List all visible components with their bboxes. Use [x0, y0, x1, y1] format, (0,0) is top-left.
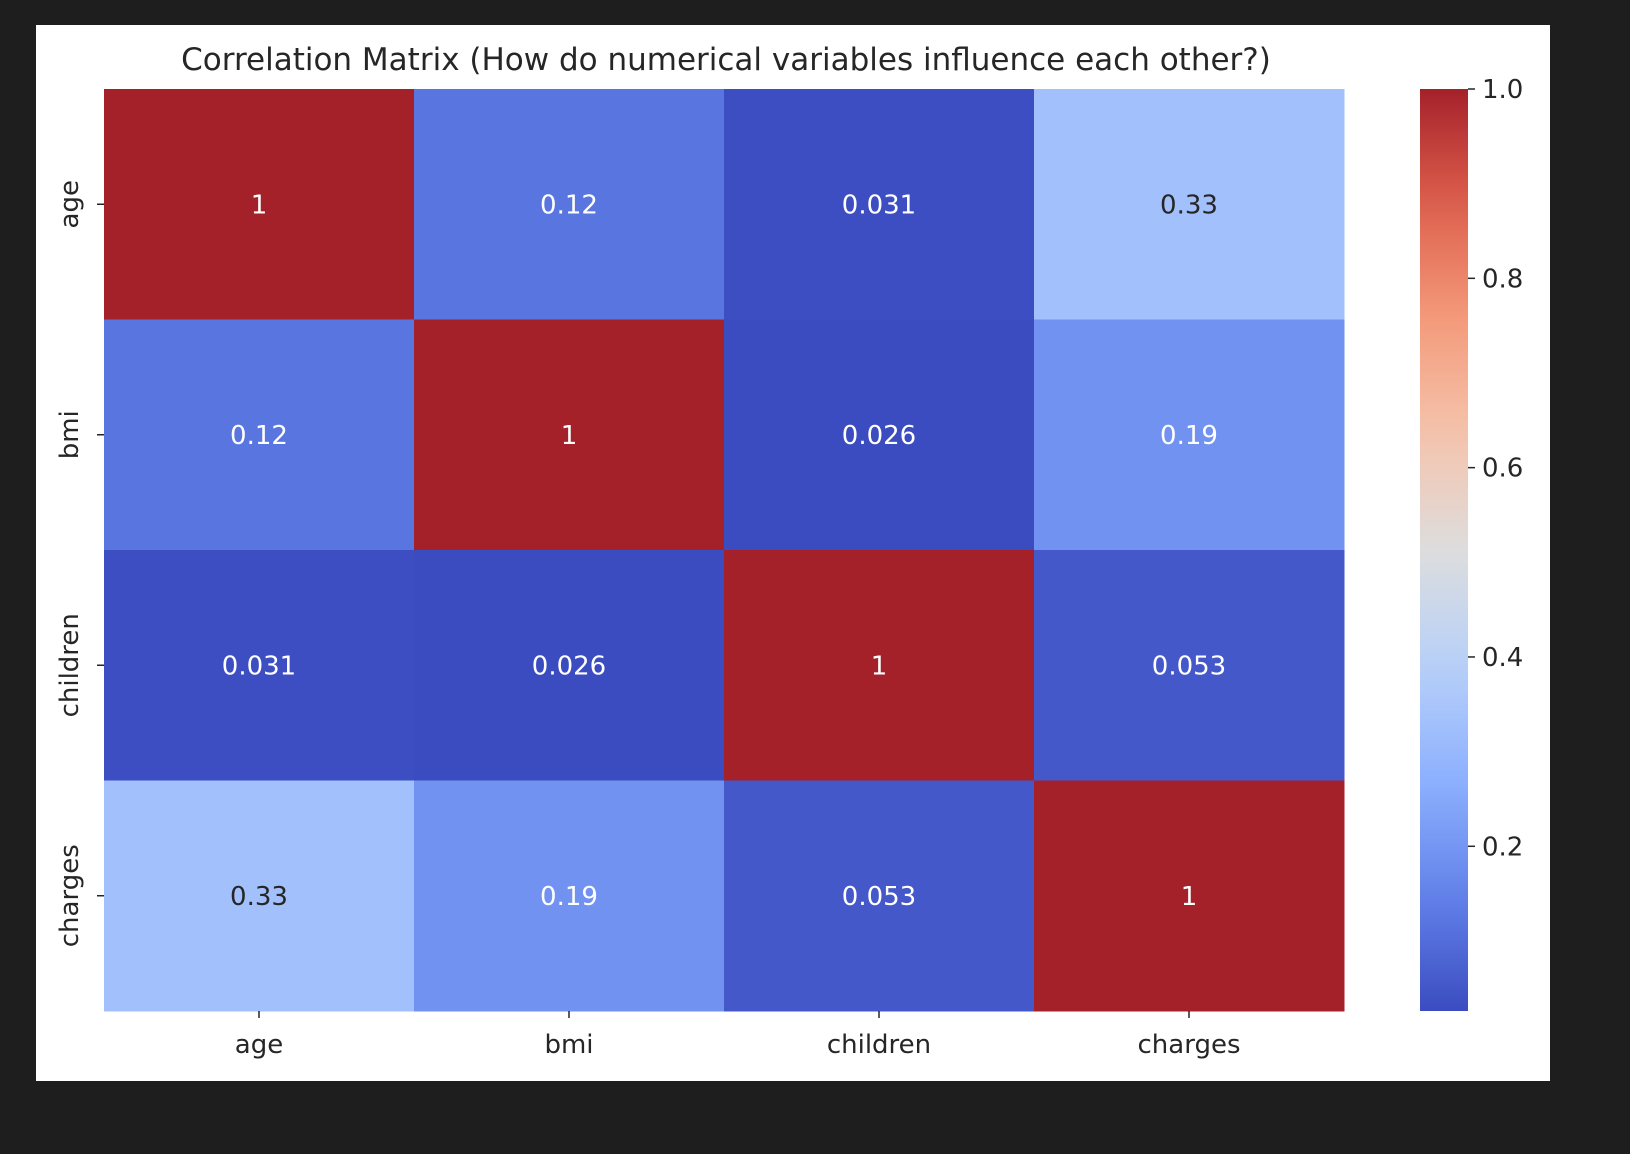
heatmap-cell-bmi-children	[724, 319, 1035, 551]
heatmap-cell-bmi-bmi	[414, 319, 725, 551]
y-axis: age bmi children charges	[55, 180, 104, 947]
cell-annotation: 1	[871, 651, 888, 681]
cell-annotation: 0.026	[532, 651, 606, 681]
cell-annotation: 0.12	[230, 421, 288, 451]
cell-annotation: 0.19	[1160, 421, 1218, 451]
x-axis: age bmi children charges	[235, 1011, 1241, 1060]
cell-annotation: 0.053	[842, 882, 916, 912]
chart-title: Correlation Matrix (How do numerical var…	[181, 42, 1271, 78]
cell-annotation: 0.026	[842, 421, 916, 451]
heatmap-cell-age-bmi	[414, 89, 725, 320]
x-tick-label: bmi	[544, 1030, 593, 1060]
colorbar: 0.2 0.4 0.6 0.8 1.0	[1420, 75, 1523, 1011]
cell-annotation: 1	[561, 421, 578, 451]
colorbar-tick-label: 1.0	[1482, 75, 1523, 105]
heatmap-cell-bmi-charges	[1034, 319, 1345, 551]
colorbar-tick-label: 0.6	[1482, 454, 1523, 484]
heatmap-cell-age-children	[724, 89, 1035, 320]
heatmap-cell-charges-children	[724, 780, 1035, 1012]
cell-annotation: 1	[251, 190, 268, 220]
heatmap-cell-charges-charges	[1034, 780, 1345, 1012]
y-tick-label: charges	[55, 844, 85, 947]
y-tick-label: children	[55, 613, 85, 717]
y-tick-label: bmi	[55, 410, 85, 459]
x-tick-label: children	[827, 1030, 931, 1060]
x-tick-label: charges	[1138, 1030, 1241, 1060]
cell-annotation: 0.19	[540, 882, 598, 912]
colorbar-tick-label: 0.8	[1482, 264, 1523, 294]
y-tick-label: age	[55, 180, 85, 228]
cell-annotation: 0.33	[230, 882, 288, 912]
heatmap-cell-charges-bmi	[414, 780, 725, 1012]
cell-annotation: 0.053	[1152, 651, 1226, 681]
colorbar-gradient	[1420, 89, 1468, 1011]
cell-annotation: 0.031	[842, 190, 916, 220]
heatmap-cell-children-age	[104, 550, 415, 781]
heatmap-cell-age-age	[104, 89, 415, 320]
cell-annotation: 1	[1181, 882, 1198, 912]
colorbar-tick-label: 0.4	[1482, 643, 1523, 673]
cell-annotation: 0.33	[1160, 190, 1218, 220]
cell-annotation: 0.031	[222, 651, 296, 681]
heatmap-annotations: 1 0.12 0.031 0.33 0.12 1 0.026 0.19 0.031 0.026 1 0…	[222, 190, 1226, 912]
cell-annotation: 0.12	[540, 190, 598, 220]
colorbar-tick-label: 0.2	[1482, 832, 1523, 862]
heatmap-cell-charges-age	[104, 780, 415, 1012]
x-tick-label: age	[235, 1030, 283, 1060]
heatmap-cells	[104, 89, 1345, 1012]
heatmap-cell-age-charges	[1034, 89, 1345, 320]
heatmap-cell-children-bmi	[414, 550, 725, 781]
heatmap-cell-bmi-age	[104, 319, 415, 551]
heatmap-cell-children-charges	[1034, 550, 1345, 781]
heatmap-cell-children-children	[724, 550, 1035, 781]
